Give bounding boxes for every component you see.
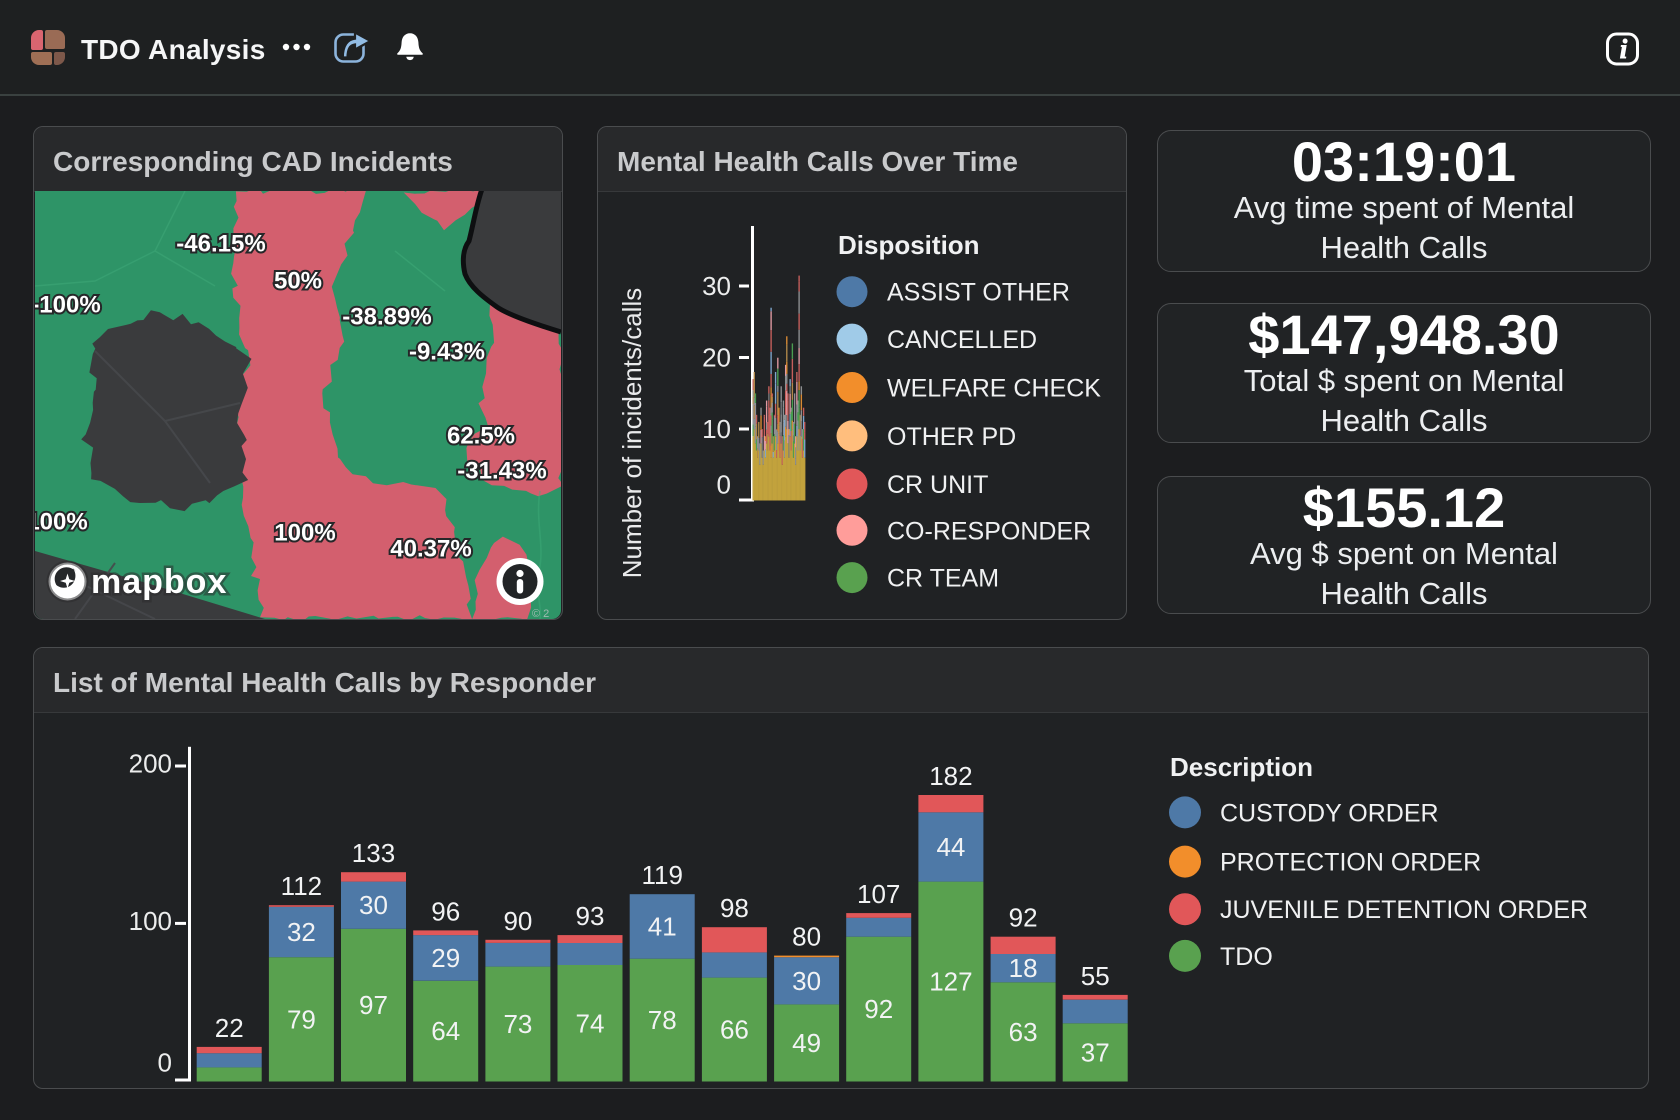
svg-text:79: 79 bbox=[287, 1004, 316, 1034]
svg-text:78: 78 bbox=[648, 1005, 677, 1035]
svg-text:CR TEAM: CR TEAM bbox=[887, 565, 999, 593]
svg-text:-9.43%: -9.43% bbox=[409, 339, 485, 366]
svg-text:112: 112 bbox=[281, 871, 322, 901]
svg-text:107: 107 bbox=[857, 879, 900, 909]
svg-text:18: 18 bbox=[1009, 953, 1038, 983]
svg-text:41: 41 bbox=[648, 912, 677, 942]
svg-text:30: 30 bbox=[359, 890, 388, 920]
svg-text:80: 80 bbox=[792, 922, 821, 952]
svg-text:97: 97 bbox=[359, 990, 388, 1020]
svg-text:ASSIST OTHER: ASSIST OTHER bbox=[887, 279, 1070, 307]
svg-text:90: 90 bbox=[503, 906, 532, 936]
svg-text:CANCELLED: CANCELLED bbox=[887, 326, 1037, 354]
svg-text:92: 92 bbox=[1009, 903, 1038, 933]
svg-text:CUSTODY ORDER: CUSTODY ORDER bbox=[1220, 799, 1439, 827]
svg-text:62.5%: 62.5% bbox=[447, 423, 515, 450]
svg-text:TDO: TDO bbox=[1220, 943, 1273, 971]
svg-text:55: 55 bbox=[1081, 961, 1110, 991]
svg-text:133: 133 bbox=[352, 838, 395, 868]
svg-text:Disposition: Disposition bbox=[838, 230, 980, 260]
svg-text:32: 32 bbox=[287, 917, 316, 947]
svg-text:74: 74 bbox=[576, 1008, 605, 1038]
svg-text:50%: 50% bbox=[274, 268, 322, 295]
svg-text:WELFARE CHECK: WELFARE CHECK bbox=[887, 375, 1101, 403]
svg-text:73: 73 bbox=[503, 1009, 532, 1039]
svg-text:100%: 100% bbox=[274, 520, 335, 547]
svg-text:10: 10 bbox=[702, 414, 731, 444]
svg-text:119: 119 bbox=[641, 860, 682, 890]
svg-text:Number of incidents/calls: Number of incidents/calls bbox=[617, 288, 647, 578]
svg-text:i: i bbox=[1620, 34, 1628, 64]
svg-text:0: 0 bbox=[717, 470, 731, 500]
svg-text:JUVENILE DETENTION ORDER: JUVENILE DETENTION ORDER bbox=[1220, 896, 1588, 924]
svg-text:-46.15%: -46.15% bbox=[176, 231, 265, 258]
svg-text:66: 66 bbox=[720, 1015, 749, 1045]
svg-text:98: 98 bbox=[720, 893, 749, 923]
svg-text:96: 96 bbox=[431, 896, 460, 926]
svg-text:40.37%: 40.37% bbox=[390, 536, 471, 563]
svg-text:20: 20 bbox=[702, 343, 731, 373]
svg-text:49: 49 bbox=[792, 1028, 821, 1058]
svg-text:100%: 100% bbox=[35, 509, 88, 536]
svg-text:64: 64 bbox=[431, 1016, 460, 1046]
svg-text:182: 182 bbox=[929, 761, 972, 791]
svg-text:OTHER PD: OTHER PD bbox=[887, 423, 1016, 451]
svg-text:127: 127 bbox=[929, 967, 972, 997]
svg-text:mapbox: mapbox bbox=[91, 563, 227, 601]
svg-text:© 2: © 2 bbox=[532, 608, 549, 619]
svg-text:PROTECTION ORDER: PROTECTION ORDER bbox=[1220, 849, 1481, 877]
svg-text:Description: Description bbox=[1170, 752, 1313, 782]
svg-text:200: 200 bbox=[129, 749, 172, 779]
svg-text:92: 92 bbox=[864, 994, 893, 1024]
svg-text:0: 0 bbox=[158, 1048, 172, 1078]
svg-text:93: 93 bbox=[576, 901, 605, 931]
svg-text:-38.89%: -38.89% bbox=[342, 304, 431, 331]
svg-text:-100%: -100% bbox=[35, 292, 101, 319]
svg-text:30: 30 bbox=[702, 271, 731, 301]
svg-text:29: 29 bbox=[431, 943, 460, 973]
svg-text:100: 100 bbox=[129, 906, 172, 936]
svg-text:30: 30 bbox=[792, 966, 821, 996]
svg-text:CO-RESPONDER: CO-RESPONDER bbox=[887, 517, 1091, 545]
svg-text:22: 22 bbox=[215, 1013, 244, 1043]
svg-text:-31.43%: -31.43% bbox=[457, 458, 546, 485]
svg-text:63: 63 bbox=[1009, 1017, 1038, 1047]
svg-text:37: 37 bbox=[1081, 1037, 1110, 1067]
svg-text:CR UNIT: CR UNIT bbox=[887, 471, 988, 499]
svg-text:44: 44 bbox=[936, 832, 965, 862]
